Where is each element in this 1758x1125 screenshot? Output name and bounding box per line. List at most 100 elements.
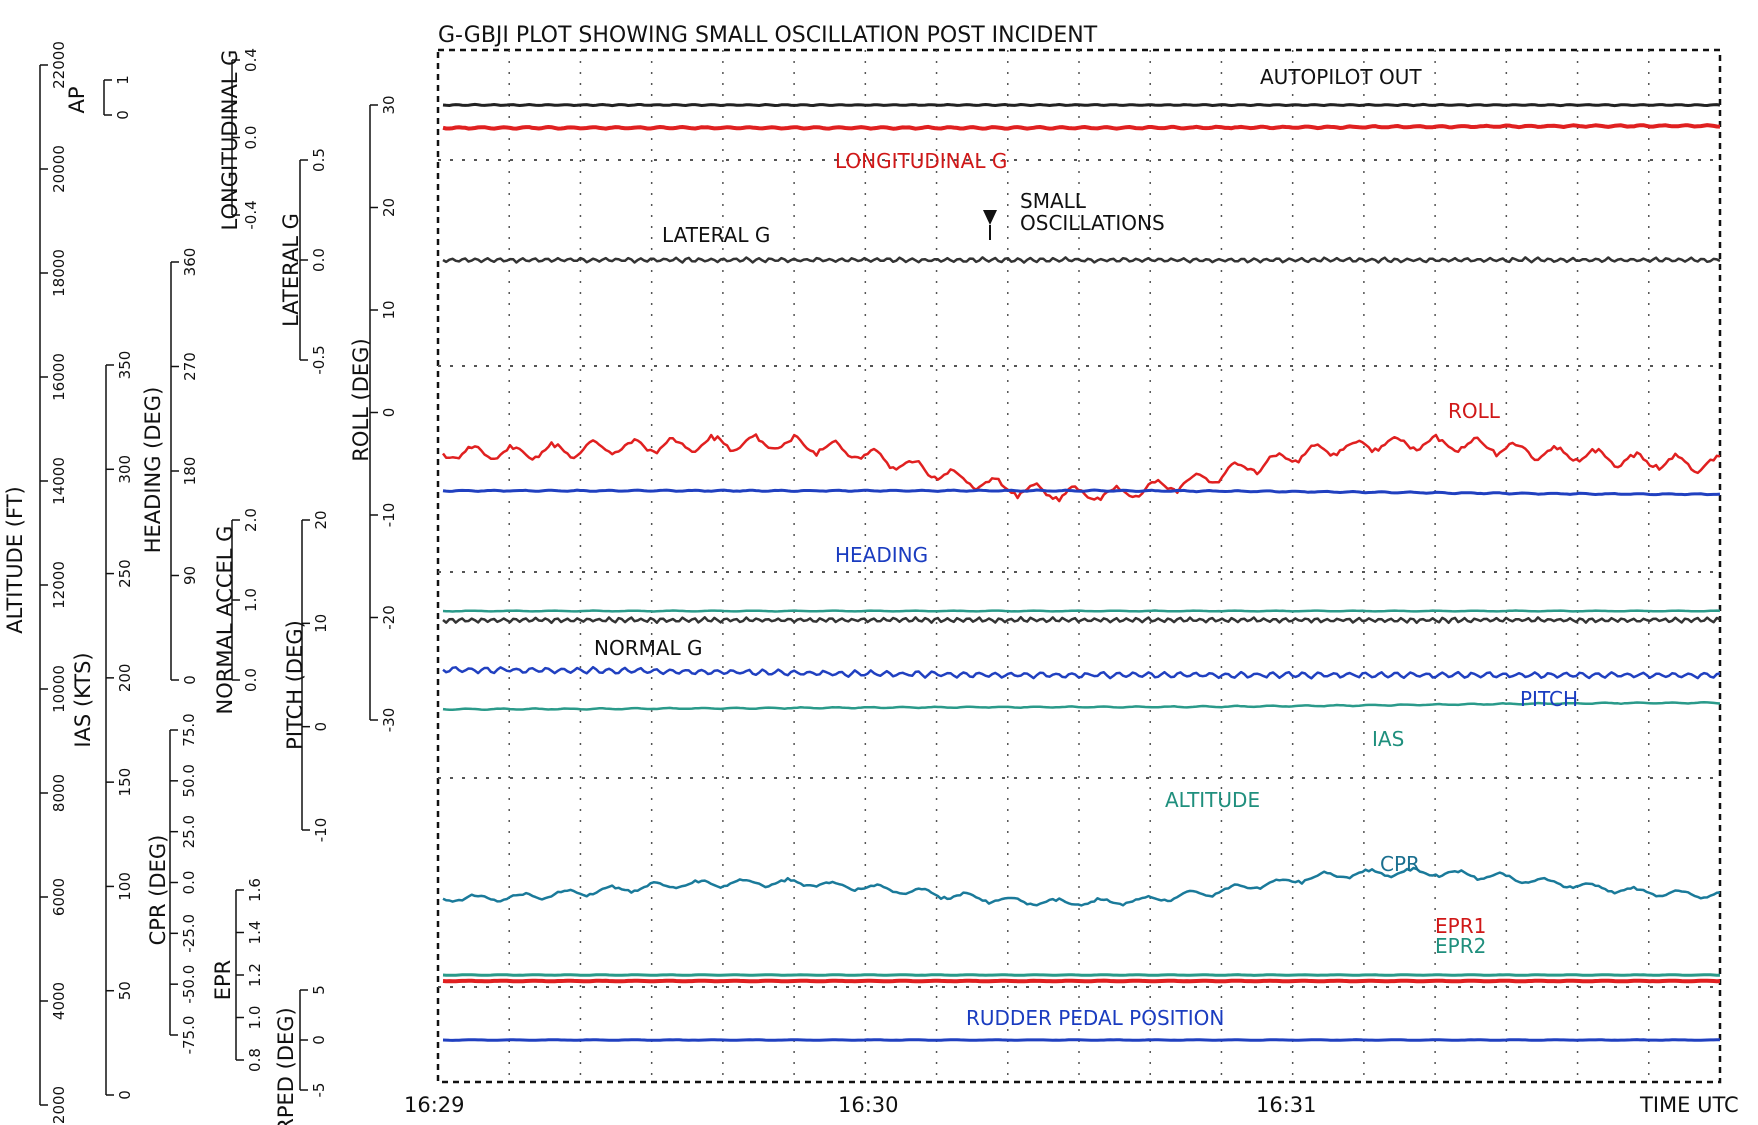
oscillation-marker-icon [983, 210, 997, 225]
epr-tick-label: 1.6 [246, 878, 264, 902]
altitude-tick-label: 14000 [50, 457, 68, 505]
rped-tick-label: -5 [310, 1083, 328, 1098]
rped-tick-label: 0 [310, 1035, 328, 1045]
rped-tick-label: 5 [310, 985, 328, 995]
lateral_g-tick-label: 0.0 [310, 248, 328, 272]
x-tick-label: 16:29 [404, 1093, 465, 1117]
chart-title: G-GBJI PLOT SHOWING SMALL OSCILLATION PO… [438, 23, 1098, 48]
lateral_g-axis-label: LATERAL G [279, 213, 303, 327]
heading-tick-label: 180 [181, 457, 199, 486]
altitude-axis-label: ALTITUDE (FT) [3, 486, 27, 633]
ias-tick-label: 150 [116, 768, 134, 797]
pitch-axis-label: PITCH (DEG) [283, 620, 307, 750]
normal_accel-tick-label: 0.0 [242, 668, 260, 692]
longitudinal_g-axis-label: LONGITUDINAL G [218, 50, 242, 231]
series-label-autopilot-out: AUTOPILOT OUT [1260, 65, 1422, 89]
heading-tick-label: 0 [181, 675, 199, 685]
epr-tick-label: 0.8 [246, 1048, 264, 1072]
roll-tick-label: -30 [380, 708, 398, 733]
roll-tick-label: -10 [380, 503, 398, 528]
pitch-tick-label: 10 [312, 614, 330, 633]
ap-axis-label: AP [65, 86, 89, 113]
cpr-tick-label: -75.0 [180, 1016, 198, 1055]
series-label-pitch: PITCH [1520, 687, 1578, 711]
series-label-heading: HEADING [835, 543, 928, 567]
series-label-longitudinal-g: LONGITUDINAL G [835, 149, 1007, 173]
series-rudder-line [442, 1038, 1721, 1042]
longitudinal_g-tick-label: 0.0 [242, 126, 260, 150]
cpr-tick-label: 0.0 [180, 871, 198, 895]
cpr-tick-label: 25.0 [180, 815, 198, 848]
roll-axis-label: ROLL (DEG) [349, 338, 373, 461]
grid [438, 50, 1720, 1082]
altitude-tick-label: 10000 [50, 665, 68, 713]
ias-tick-label: 250 [116, 559, 134, 588]
cpr-tick-label: 75.0 [180, 713, 198, 746]
series-epr2-line [442, 973, 1720, 977]
ias-tick-label: 0 [116, 1090, 134, 1100]
series-label-cpr: CPR [1380, 852, 1420, 876]
ap-tick-label: 0 [114, 110, 132, 120]
epr-tick-label: 1.2 [246, 963, 264, 987]
x-tick-label: 16:31 [1256, 1093, 1317, 1117]
ias-tick-label: 300 [116, 455, 134, 484]
epr-axis-label: EPR [211, 960, 235, 1001]
series-label-rudder-pedal-position: RUDDER PEDAL POSITION [966, 1006, 1224, 1030]
epr-tick-label: 1.0 [246, 1006, 264, 1030]
altitude-tick-label: 18000 [50, 249, 68, 297]
cpr-tick-label: 50.0 [180, 764, 198, 797]
normal_accel-tick-label: 1.0 [242, 588, 260, 612]
series-pitch-line [442, 665, 1721, 680]
ap-tick-label: 1 [114, 75, 132, 85]
roll-tick-label: 10 [380, 300, 398, 319]
pitch-tick-label: 0 [312, 722, 330, 732]
heading-tick-label: 360 [181, 248, 199, 277]
altitude-tick-label: 8000 [50, 774, 68, 812]
ias-axis-label: IAS (KTS) [71, 652, 95, 747]
series-ias-line [442, 701, 1721, 712]
pitch-tick-label: 20 [312, 510, 330, 529]
series-epr1-line [442, 978, 1721, 984]
ias-tick-label: 100 [116, 872, 134, 901]
ias-tick-label: 200 [116, 664, 134, 693]
rped-axis-label: RPED (DEG) [274, 1007, 298, 1125]
series-autopilot-line [442, 102, 1721, 108]
x-tick-label: 16:30 [838, 1093, 899, 1117]
series-lateral-g-line [442, 256, 1721, 264]
series-label-lateral-g: LATERAL G [662, 223, 770, 247]
series-heading-line [442, 488, 1721, 497]
series-label-epr2: EPR2 [1435, 934, 1486, 958]
altitude-tick-label: 2000 [50, 1086, 68, 1124]
cpr-tick-label: -25.0 [180, 914, 198, 953]
series-normal-g-line [442, 615, 1721, 625]
axes-group: 2000400060008000100001200014000160001800… [3, 41, 398, 1125]
altitude-tick-label: 6000 [50, 878, 68, 916]
pitch-tick-label: -10 [312, 818, 330, 843]
series-longitudinal-g-line [442, 123, 1721, 131]
longitudinal_g-tick-label: 0.4 [242, 48, 260, 72]
labels-group: AUTOPILOT OUT LONGITUDINAL G LATERAL G ROLL… [594, 65, 1578, 1030]
series-label-ias: IAS [1372, 727, 1404, 751]
roll-tick-label: 30 [380, 95, 398, 114]
heading-axis-label: HEADING (DEG) [141, 387, 165, 554]
ias-tick-label: 50 [116, 981, 134, 1000]
series-label-epr1: EPR1 [1435, 914, 1486, 938]
altitude-tick-label: 4000 [50, 982, 68, 1020]
lateral_g-tick-label: -0.5 [310, 345, 328, 374]
normal_accel-axis-label: NORMAL ACCEL G [213, 526, 237, 715]
series-cpr-line [442, 866, 1721, 907]
altitude-tick-label: 22000 [50, 41, 68, 89]
small-oscillations-label: OSCILLATIONS [1020, 211, 1165, 235]
normal_accel-tick-label: 2.0 [242, 508, 260, 532]
roll-tick-label: -20 [380, 605, 398, 630]
lateral_g-tick-label: 0.5 [310, 148, 328, 172]
series-label-normal-g: NORMAL G [594, 636, 703, 660]
roll-tick-label: 20 [380, 198, 398, 217]
epr-tick-label: 1.4 [246, 921, 264, 945]
small-oscillations-label: SMALL [1020, 189, 1087, 213]
cpr-axis-label: CPR (DEG) [146, 835, 170, 946]
heading-tick-label: 90 [181, 566, 199, 585]
series-label-altitude: ALTITUDE [1165, 788, 1260, 812]
heading-tick-label: 270 [181, 352, 199, 381]
